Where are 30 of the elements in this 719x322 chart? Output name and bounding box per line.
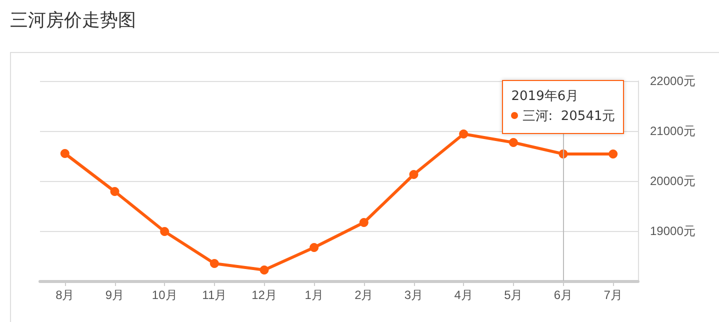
x-tick-label: 1月 <box>304 288 324 302</box>
point <box>110 187 120 196</box>
point <box>60 149 70 158</box>
point <box>409 170 418 179</box>
chart-title: 三河房价走势图 <box>10 9 136 32</box>
y-tick-label: 19000元 <box>650 224 696 238</box>
x-tick-label: 5月 <box>504 288 523 302</box>
y-tick-label: 22000元 <box>650 74 696 88</box>
x-tick-label: 8月 <box>56 288 74 302</box>
x-tick-label: 10月 <box>152 288 178 302</box>
point <box>310 243 319 252</box>
point <box>459 130 468 138</box>
point <box>608 150 618 158</box>
x-tick-label: 9月 <box>105 288 124 302</box>
y-tick-label: 20000元 <box>650 174 696 188</box>
x-tick-label: 12月 <box>252 288 277 302</box>
x-tick-label: 7月 <box>604 288 622 302</box>
point <box>210 259 219 268</box>
point <box>359 218 368 227</box>
point <box>508 138 518 147</box>
point <box>160 227 170 236</box>
x-tick-label: 3月 <box>404 288 424 302</box>
point <box>260 266 269 274</box>
x-tick-label: 2月 <box>354 288 374 302</box>
x-tick-label: 6月 <box>554 288 573 302</box>
annotation: 2019年6月 <box>511 89 579 104</box>
annotation: 三河: 20541元 <box>522 109 616 124</box>
x-tick-label: 4月 <box>454 288 473 302</box>
x-tick-label: 11月 <box>202 288 227 302</box>
y-tick-label: 21000元 <box>650 124 696 138</box>
